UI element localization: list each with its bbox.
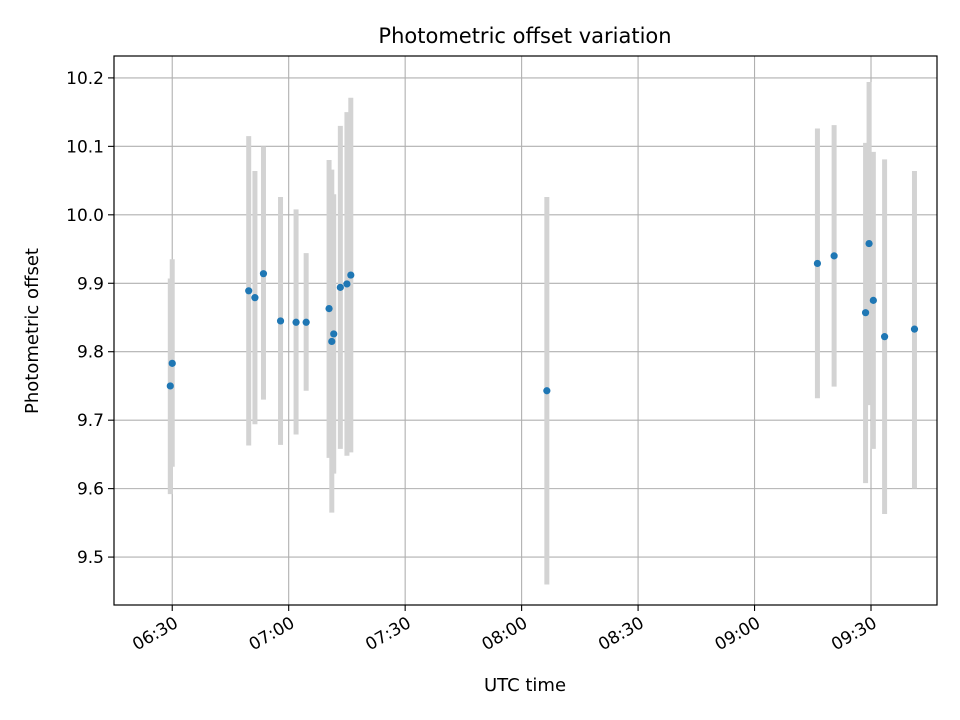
data-point bbox=[343, 280, 351, 288]
data-point bbox=[251, 294, 259, 302]
data-point bbox=[302, 318, 310, 326]
data-point bbox=[245, 287, 253, 295]
data-point bbox=[880, 333, 889, 341]
data-points bbox=[166, 239, 919, 395]
data-point bbox=[910, 325, 919, 333]
y-tick-label: 10.1 bbox=[66, 137, 104, 157]
data-point bbox=[168, 359, 176, 367]
data-point bbox=[276, 317, 285, 325]
data-point bbox=[259, 270, 268, 278]
data-point bbox=[813, 259, 822, 268]
data-point bbox=[166, 382, 174, 390]
y-tick-label: 9.5 bbox=[77, 548, 104, 568]
data-point bbox=[325, 304, 333, 313]
grid-lines bbox=[114, 56, 937, 605]
data-point bbox=[347, 271, 355, 279]
plot-area bbox=[114, 56, 937, 605]
data-point bbox=[336, 283, 344, 291]
data-point bbox=[328, 337, 336, 346]
data-point bbox=[330, 330, 338, 338]
data-point bbox=[865, 239, 873, 248]
y-tick-label: 9.8 bbox=[77, 343, 104, 363]
chart-title: Photometric offset variation bbox=[378, 24, 671, 48]
y-tick-label: 9.6 bbox=[77, 480, 104, 500]
y-tick-label: 9.9 bbox=[77, 274, 104, 294]
y-tick-label: 10.2 bbox=[66, 69, 104, 89]
data-point bbox=[830, 252, 838, 260]
data-point bbox=[861, 309, 870, 317]
y-axis-label: Photometric offset bbox=[22, 248, 43, 414]
y-axis-ticks: 9.5 9.6 9.7 9.8 9.9 10.0 10.1 10.2 bbox=[66, 69, 114, 568]
plot-frame bbox=[113, 55, 938, 606]
data-point bbox=[543, 387, 551, 395]
data-point bbox=[292, 318, 300, 326]
x-axis-label: UTC time bbox=[484, 675, 566, 696]
y-tick-label: 9.7 bbox=[77, 411, 104, 431]
y-tick-label: 10.0 bbox=[66, 206, 104, 226]
data-point bbox=[869, 296, 877, 304]
